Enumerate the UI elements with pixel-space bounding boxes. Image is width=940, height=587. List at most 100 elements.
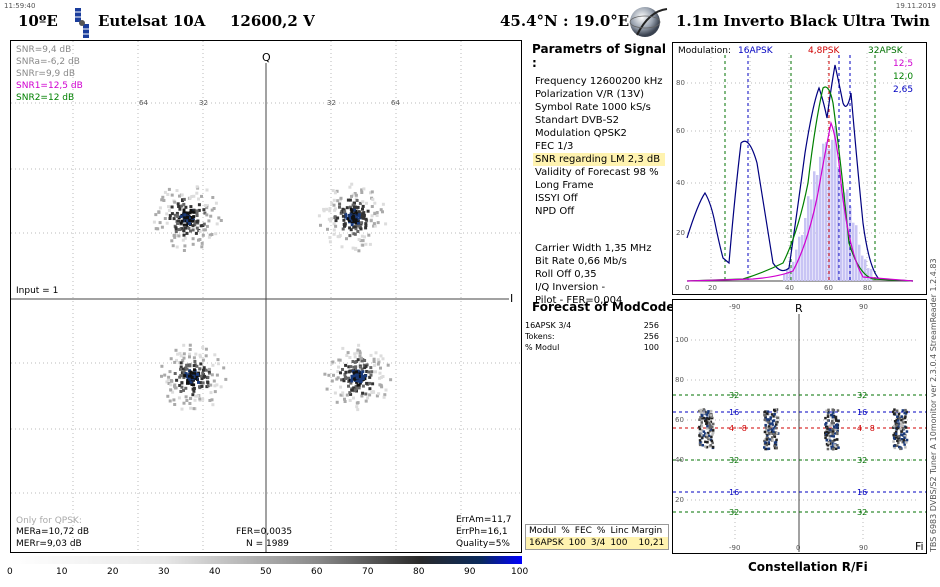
polar-dot: [701, 414, 704, 417]
constellation-dot: [194, 394, 198, 398]
histogram-bar: [843, 192, 846, 281]
constellation-dot: [378, 383, 382, 387]
constellation-dot: [211, 196, 215, 199]
polar-dot: [831, 424, 834, 427]
polar-dot: [898, 416, 901, 420]
constellation-dot: [373, 201, 377, 205]
constellation-dot: [168, 205, 172, 209]
polar-dot: [763, 418, 767, 422]
polar-dot: [831, 430, 835, 433]
constellation-dot: [384, 388, 388, 392]
polar-dot: [706, 441, 709, 444]
constellation-dot: [214, 232, 218, 236]
constellation-dot: [215, 222, 219, 226]
constellation-dot: [172, 233, 176, 237]
constellation-dot: [209, 391, 213, 395]
constellation-dot: [210, 233, 214, 236]
constellation-dot: [346, 351, 350, 355]
polar-dot: [709, 409, 713, 413]
histogram-bar: [813, 171, 816, 281]
polar-dot: [706, 424, 709, 428]
constellation-dot: [364, 242, 368, 246]
constellation-dot: [210, 208, 214, 212]
polar-dot: [897, 417, 900, 420]
x-tick-top: 90: [859, 303, 868, 311]
constellation-dot: [169, 388, 173, 392]
constellation-dot: [355, 380, 359, 384]
constellation-dot: [204, 347, 208, 351]
reference-line-label: 16: [729, 408, 739, 417]
constellation-dot: [344, 377, 348, 380]
reference-line-label: 4 · 8: [857, 424, 875, 433]
histogram-bar: [789, 267, 792, 281]
constellation-dot: [363, 377, 367, 381]
polar-dot: [707, 431, 710, 435]
constellation-dot: [208, 371, 211, 375]
polar-dot: [836, 432, 839, 436]
polar-dot: [894, 430, 898, 434]
constellation-dot: [354, 210, 358, 213]
polar-dot: [827, 408, 830, 412]
constellation-dot: [373, 212, 377, 216]
constellation-dot: [332, 228, 336, 232]
constellation-dot: [166, 193, 170, 196]
polar-dot: [712, 431, 715, 434]
polar-dot: [900, 418, 903, 422]
marker-48psk: 4,8PSK: [808, 46, 840, 56]
polar-dot: [772, 415, 775, 418]
constellation-dot: [206, 375, 210, 379]
fi-axis-label: Fi: [915, 540, 924, 553]
constellation-dot: [200, 194, 203, 198]
constellation-dot: [167, 375, 171, 379]
col-fec: FEC: [574, 526, 592, 536]
polar-dot: [901, 417, 905, 421]
polar-dot: [826, 427, 829, 430]
constellation-dot: [357, 386, 361, 390]
polar-dot: [775, 431, 779, 435]
constellation-dot: [365, 370, 369, 373]
constellation-dot: [160, 198, 164, 202]
constellation-dot: [201, 233, 205, 237]
constellation-dot: [210, 398, 214, 402]
polar-dot: [903, 440, 906, 444]
histogram-bar: [810, 199, 813, 281]
polar-dot: [901, 424, 904, 427]
scale-tick: 100: [511, 567, 529, 577]
constellation-dot: [177, 361, 181, 365]
constellation-dot: [192, 208, 196, 212]
constellation-dot: [364, 399, 368, 403]
polar-dot: [773, 409, 777, 413]
constellation-dot: [193, 223, 197, 227]
polar-dot: [892, 433, 895, 437]
polar-dot: [902, 432, 906, 435]
constellation-dot: [350, 377, 354, 381]
constellation-dot: [354, 227, 358, 231]
polar-dot: [895, 425, 898, 429]
polar-dot: [836, 426, 839, 429]
constellation-dot: [365, 201, 368, 205]
forecast-title: Forecast of ModCode: [532, 300, 675, 314]
constellation-dot: [209, 383, 213, 387]
constellation-dot: [219, 219, 223, 222]
histogram-bar: [870, 269, 873, 281]
col-percent2: %: [596, 526, 606, 536]
constellation-dot: [379, 375, 383, 379]
mera-value: MERa=10,72 dB: [16, 527, 90, 537]
scale-tick: 60: [311, 567, 323, 577]
constellation-dot: [352, 225, 356, 229]
constellation-dot: [189, 396, 192, 400]
constellation-dot: [199, 381, 203, 385]
constellation-dot: [211, 403, 215, 407]
x-tick: 80: [863, 284, 872, 292]
constellation-dot: [173, 383, 177, 387]
polar-dot: [698, 427, 702, 431]
constellation-dot: [364, 226, 368, 230]
modulation-label: Modulation:: [678, 46, 731, 56]
constellation-dot: [343, 397, 346, 401]
constellation-dot: [361, 384, 365, 388]
polar-dot: [702, 434, 705, 437]
constellation-dot: [358, 349, 362, 353]
constellation-dot: [334, 219, 338, 223]
cell-fec: 3/4: [590, 538, 606, 548]
signal-parameters: Parametrs of Signal : Frequency 12600200…: [532, 42, 670, 307]
